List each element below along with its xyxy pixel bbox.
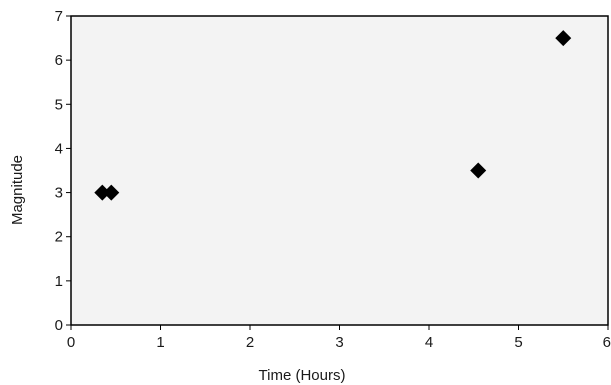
y-tick-label: 2 — [55, 229, 63, 246]
x-tick-label: 5 — [514, 334, 522, 351]
y-tick-label: 3 — [55, 185, 63, 202]
y-tick-label: 7 — [55, 8, 63, 25]
y-tick-label: 5 — [55, 96, 63, 113]
x-axis: 0 1 2 3 4 5 6 — [67, 325, 611, 351]
data-points — [94, 30, 572, 201]
data-point — [103, 184, 120, 201]
x-tick-label: 4 — [425, 334, 433, 351]
y-tick-label: 6 — [55, 52, 63, 69]
x-tick-label: 6 — [603, 334, 611, 351]
x-tick-label: 2 — [246, 334, 254, 351]
y-axis-title: Magnitude — [9, 155, 26, 225]
data-point — [470, 162, 487, 179]
plot-area — [70, 15, 609, 326]
data-point — [94, 184, 111, 201]
x-tick-label: 3 — [335, 334, 343, 351]
data-point — [555, 30, 572, 47]
x-axis-title: Time (Hours) — [259, 367, 346, 384]
x-tick-label: 0 — [67, 334, 75, 351]
y-tick-label: 4 — [55, 140, 63, 157]
y-tick-label: 1 — [55, 273, 63, 290]
x-tick-label: 1 — [156, 334, 164, 351]
y-tick-label: 0 — [55, 317, 63, 334]
y-axis: 0 1 2 3 4 5 6 7 — [55, 8, 71, 334]
